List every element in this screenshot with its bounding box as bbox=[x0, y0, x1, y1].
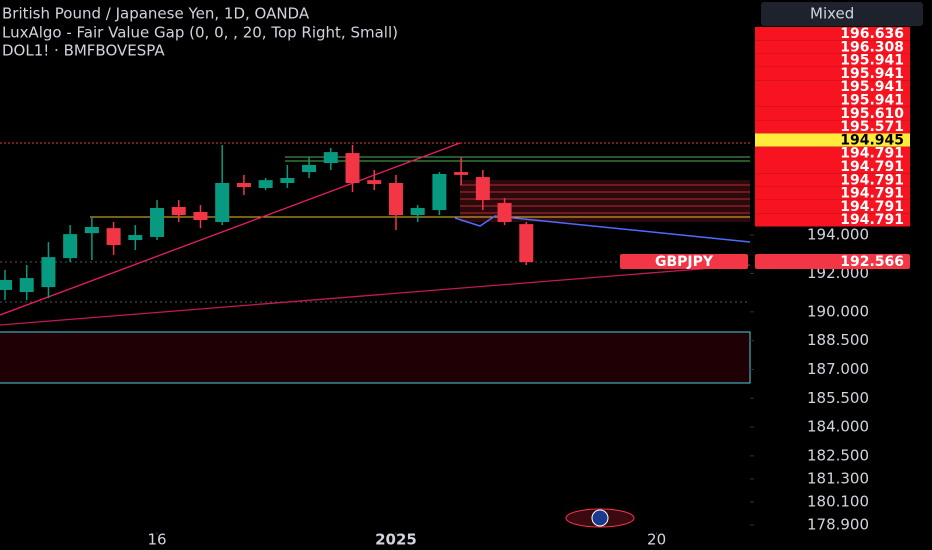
candle-body bbox=[519, 224, 534, 263]
candle-body bbox=[215, 183, 230, 222]
candle-body bbox=[19, 278, 34, 293]
candle-body bbox=[106, 228, 121, 246]
price-tag-label: 194.791 bbox=[840, 159, 904, 175]
candle-body bbox=[432, 173, 447, 211]
price-tag-label: 196.636 bbox=[840, 26, 904, 42]
x-tick-label: 20 bbox=[647, 531, 666, 549]
y-tick-label: 182.500 bbox=[807, 446, 869, 464]
y-tick-label: 181.300 bbox=[807, 469, 869, 487]
projection-line bbox=[454, 215, 751, 243]
price-tag bbox=[755, 133, 910, 147]
candle-body bbox=[193, 212, 208, 221]
price-tag-label: 195.941 bbox=[840, 53, 904, 69]
candle-body bbox=[475, 177, 490, 201]
currency-icon bbox=[565, 508, 635, 528]
y-tick-label: 178.900 bbox=[807, 516, 869, 534]
price-tag-label: 196.308 bbox=[840, 39, 904, 55]
price-tag-label: 195.941 bbox=[840, 93, 904, 109]
candle-body bbox=[497, 202, 512, 222]
y-tick-label: 184.000 bbox=[807, 418, 869, 436]
symbol-tag-label: GBPJPY bbox=[655, 254, 714, 270]
price-tag-label: 195.941 bbox=[840, 79, 904, 95]
symbol-title: British Pound / Japanese Yen, 1D, OANDA bbox=[2, 5, 310, 23]
y-tick-label: 180.100 bbox=[807, 492, 869, 510]
price-tag bbox=[755, 146, 910, 160]
candle-body bbox=[323, 152, 338, 164]
y-tick-label: 187.000 bbox=[807, 360, 869, 378]
price-tag bbox=[755, 160, 910, 174]
candle-body bbox=[63, 234, 78, 259]
compare-label: DOL1! · BMFBOVESPA bbox=[2, 42, 165, 60]
candle-body bbox=[41, 257, 56, 288]
price-tag-label: 194.945 bbox=[840, 132, 904, 148]
x-tick-label: 2025 bbox=[375, 531, 417, 549]
candle-body bbox=[0, 279, 12, 290]
candle-body bbox=[128, 235, 143, 241]
candle-body bbox=[258, 180, 273, 188]
candle-body bbox=[171, 207, 186, 216]
price-tag-label: 194.791 bbox=[840, 212, 904, 228]
x-tick-label: 16 bbox=[147, 531, 166, 549]
price-tag bbox=[755, 173, 910, 187]
y-tick-label: 190.000 bbox=[807, 302, 869, 320]
price-tag bbox=[755, 120, 910, 134]
trend-line bbox=[0, 264, 751, 326]
y-tick-label: 194.000 bbox=[807, 226, 869, 244]
zone-box bbox=[0, 331, 751, 384]
candle-body bbox=[150, 207, 165, 237]
price-tag-label: 194.791 bbox=[840, 199, 904, 215]
symbol-tag bbox=[620, 254, 748, 269]
last-price-label: 192.566 bbox=[840, 254, 904, 270]
price-tag bbox=[755, 213, 910, 227]
candle-body bbox=[280, 178, 295, 184]
candle-body bbox=[367, 180, 382, 184]
price-tag bbox=[755, 40, 910, 54]
indicator-label: LuxAlgo - Fair Value Gap (0, 0, , 20, To… bbox=[2, 24, 398, 42]
price-tag-label: 195.610 bbox=[840, 106, 904, 122]
price-tag bbox=[755, 53, 910, 67]
y-tick-label: 185.500 bbox=[807, 389, 869, 407]
price-tag-label: 194.791 bbox=[840, 172, 904, 188]
candle-body bbox=[236, 183, 251, 188]
price-tag bbox=[755, 27, 910, 41]
last-price-tag bbox=[755, 254, 910, 269]
price-tag-label: 194.791 bbox=[840, 186, 904, 202]
price-tag bbox=[755, 106, 910, 121]
candle-body bbox=[84, 226, 99, 234]
price-tag bbox=[755, 199, 910, 214]
price-tag bbox=[755, 93, 910, 107]
y-tick-label: 188.500 bbox=[807, 331, 869, 349]
price-tag bbox=[755, 80, 910, 94]
price-tag bbox=[755, 186, 910, 200]
mode-button[interactable] bbox=[761, 2, 923, 26]
trend-line bbox=[0, 142, 461, 316]
price-tag-label: 195.571 bbox=[840, 119, 904, 135]
price-tag bbox=[755, 66, 910, 81]
price-tag-label: 195.941 bbox=[840, 66, 904, 82]
mode-button-label[interactable]: Mixed bbox=[810, 5, 854, 23]
candle-body bbox=[302, 164, 317, 173]
price-tag-label: 194.791 bbox=[840, 146, 904, 162]
candle-body bbox=[388, 183, 403, 216]
candle-body bbox=[345, 153, 360, 184]
candle-body bbox=[454, 172, 469, 175]
candle-body bbox=[410, 207, 425, 216]
